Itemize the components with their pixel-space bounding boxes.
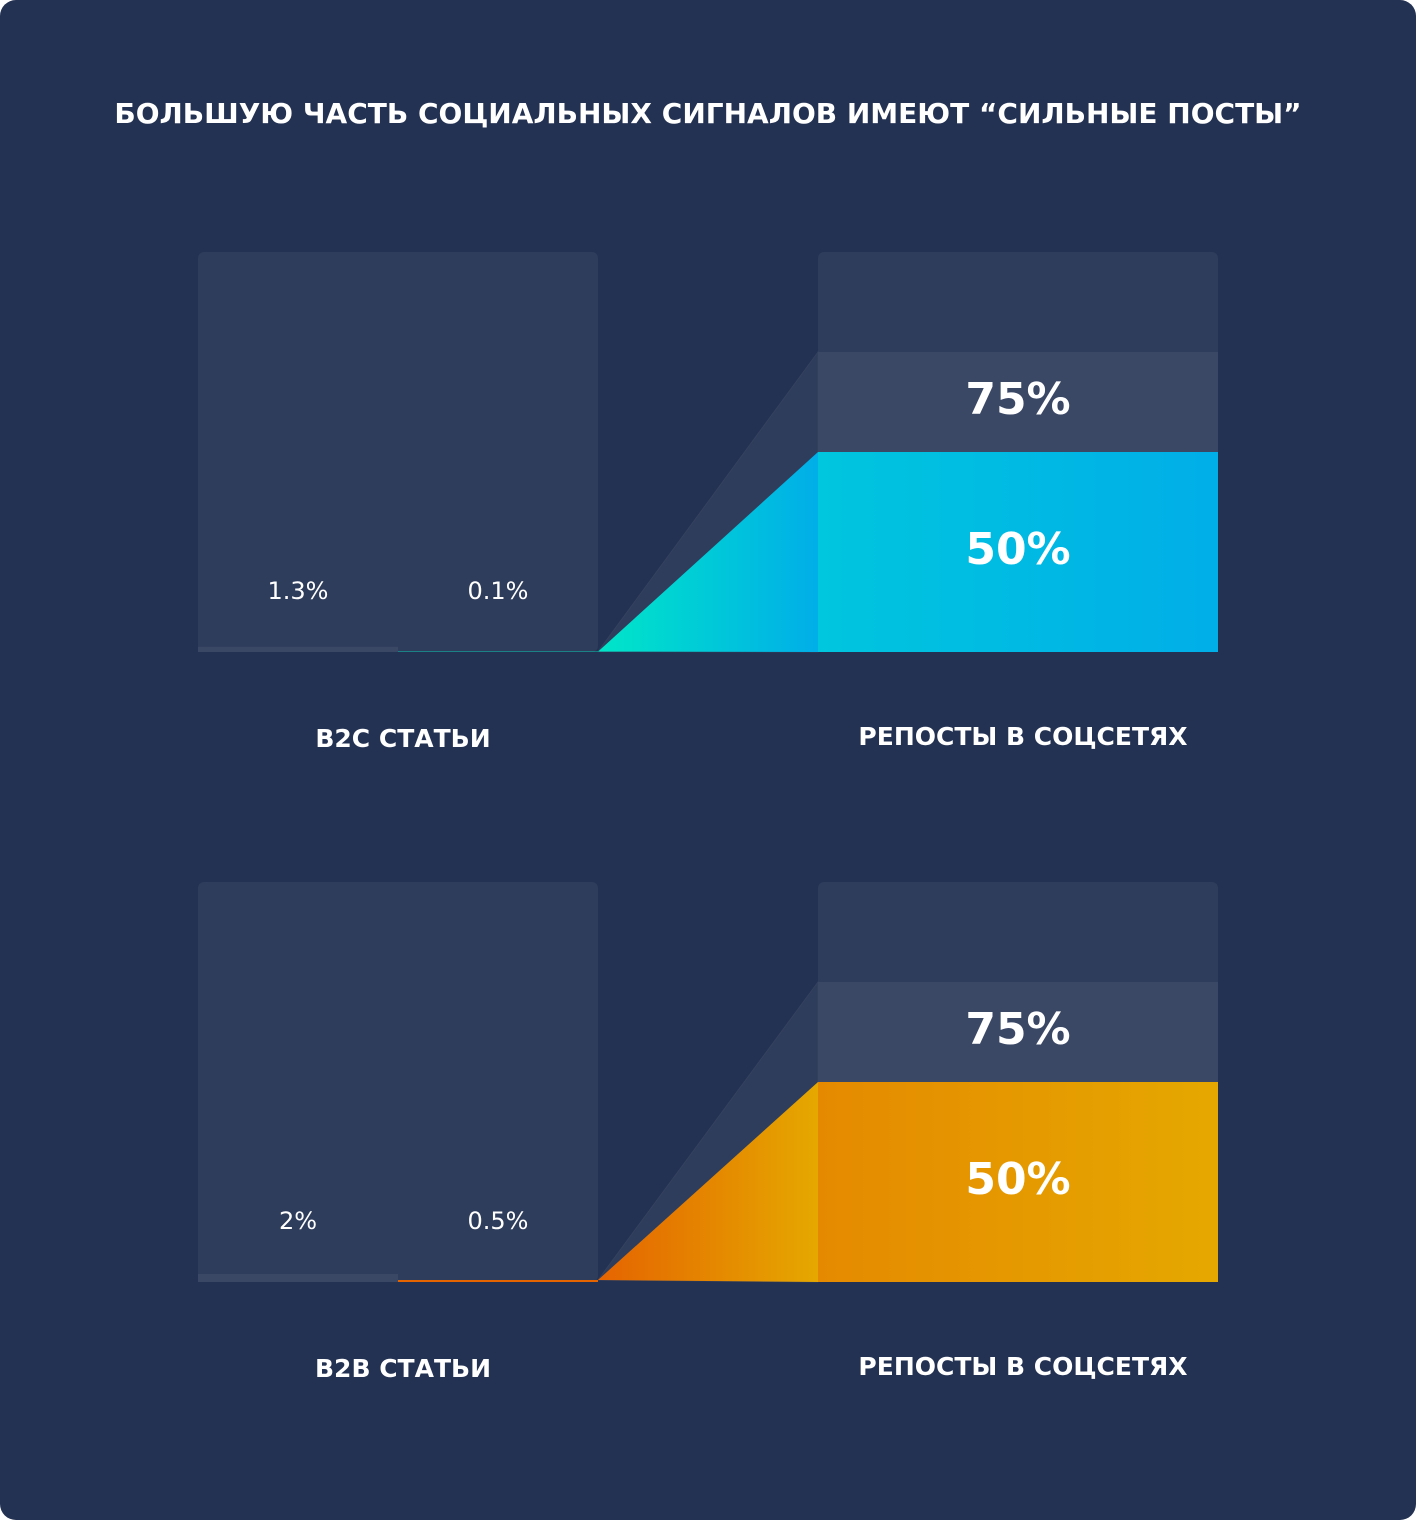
left-box: [198, 252, 598, 652]
connector-accent: [598, 452, 818, 652]
group-label: РЕПОСТЫ В СОЦСЕТЯХ: [858, 722, 1187, 751]
value-label: 50%: [965, 1154, 1070, 1205]
group-label: B2B СТАТЬИ: [315, 1354, 491, 1383]
value-label: 75%: [965, 1004, 1070, 1055]
value-label: 0.1%: [468, 577, 529, 605]
value-label: 50%: [965, 524, 1070, 575]
small-bar: [198, 646, 398, 652]
share-bar: [818, 1082, 1218, 1282]
group-label: РЕПОСТЫ В СОЦСЕТЯХ: [858, 1352, 1187, 1381]
small-bar: [198, 1274, 398, 1282]
title: БОЛЬШУЮ ЧАСТЬ СОЦИАЛЬНЫХ СИГНАЛОВ ИМЕЮТ …: [114, 97, 1301, 130]
value-label: 75%: [965, 374, 1070, 425]
value-label: 2%: [279, 1207, 317, 1235]
connector-accent: [598, 1082, 818, 1282]
group-label: B2C СТАТЬИ: [315, 724, 490, 753]
value-label: 1.3%: [268, 577, 329, 605]
share-bar: [818, 452, 1218, 652]
small-bar: [398, 1280, 598, 1282]
value-label: 0.5%: [468, 1207, 529, 1235]
left-box: [198, 882, 598, 1282]
